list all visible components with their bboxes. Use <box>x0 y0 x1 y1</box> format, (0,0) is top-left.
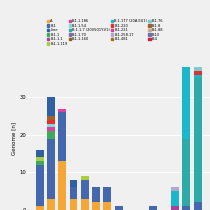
Bar <box>58 161 66 210</box>
Bar <box>36 157 43 161</box>
Bar <box>36 150 43 157</box>
Bar <box>47 116 55 120</box>
Y-axis label: Genome [n]: Genome [n] <box>11 122 16 155</box>
Bar <box>171 191 179 206</box>
Bar <box>92 188 100 202</box>
Bar <box>103 188 111 202</box>
Bar <box>47 127 55 131</box>
Bar <box>81 176 89 180</box>
Bar <box>115 206 123 210</box>
Bar <box>58 109 66 112</box>
Bar <box>70 180 77 188</box>
Bar <box>149 206 156 210</box>
Bar <box>194 202 202 210</box>
Bar <box>36 206 43 210</box>
Bar <box>194 75 202 79</box>
Bar <box>47 97 55 116</box>
Bar <box>58 112 66 161</box>
Bar <box>171 188 179 191</box>
Bar <box>194 71 202 75</box>
Bar <box>47 199 55 210</box>
Legend: A, B.1, Line, B.1.1, B.1.1.1, B.1.1.119, B.1.1.186, B.1.1.54, B.1.1.7 (20I/501Y.: A, B.1, Line, B.1.1, B.1.1.1, B.1.1.119,… <box>47 19 163 46</box>
Bar <box>47 120 55 123</box>
Bar <box>194 63 202 71</box>
Bar <box>182 67 190 139</box>
Bar <box>171 206 179 210</box>
Bar <box>103 202 111 210</box>
Bar <box>81 199 89 210</box>
Bar <box>92 202 100 210</box>
Bar <box>194 79 202 202</box>
Bar <box>182 206 190 210</box>
Bar <box>47 131 55 139</box>
Bar <box>47 123 55 127</box>
Bar <box>70 199 77 210</box>
Bar <box>47 139 55 199</box>
Bar <box>182 139 190 206</box>
Bar <box>81 180 89 199</box>
Bar <box>36 165 43 206</box>
Bar <box>36 161 43 165</box>
Bar <box>194 56 202 63</box>
Bar <box>70 188 77 199</box>
